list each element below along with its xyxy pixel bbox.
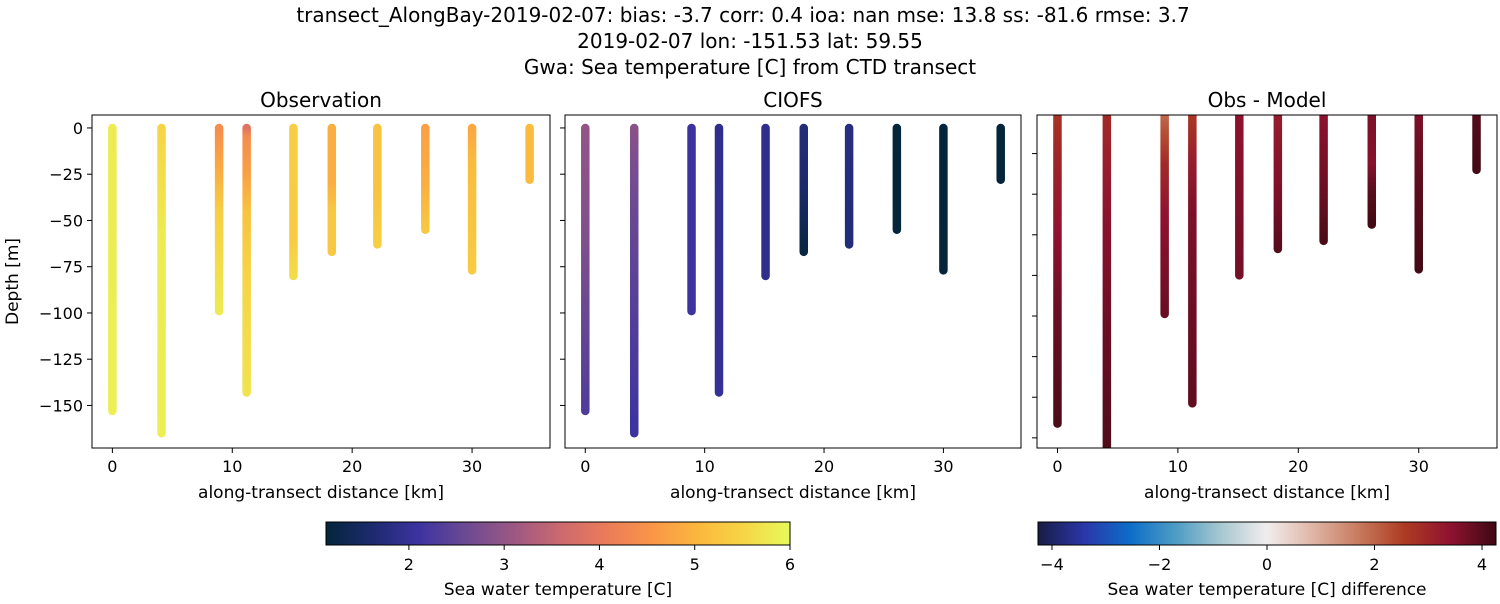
figure-title-line-2: 2019-02-07 lon: -151.53 lat: 59.55: [577, 29, 923, 53]
x-tick-label: 20: [1288, 457, 1308, 476]
colorbar-tick-label: 4: [1477, 555, 1487, 574]
colorbar-tick-label: 6: [785, 555, 795, 574]
colorbar-tick-label: 2: [1369, 555, 1379, 574]
panel-title: CIOFS: [763, 88, 822, 112]
colorbar-gradient: [326, 522, 790, 545]
figure-title-line-1: transect_AlongBay-2019-02-07: bias: -3.7…: [296, 3, 1189, 27]
colorbar-tick-label: 5: [690, 555, 700, 574]
y-tick-label: −50: [49, 211, 83, 230]
y-tick-label: −125: [39, 350, 83, 369]
colorbar-label: Sea water temperature [C]: [444, 580, 672, 600]
x-tick-label: 20: [814, 457, 834, 476]
colorbar-gradient: [1038, 522, 1496, 545]
x-tick-label: 30: [1409, 457, 1429, 476]
x-tick-label: 30: [462, 457, 482, 476]
x-tick-label: 10: [222, 457, 242, 476]
x-tick-label: 10: [1168, 457, 1188, 476]
colorbar-balance: −4 −2 0 2 4 Sea water temperature [C] differe…: [1038, 522, 1496, 600]
x-tick-label: 0: [580, 457, 590, 476]
casts: [112, 128, 529, 433]
panel-title: Observation: [260, 88, 382, 112]
colorbar-tick-label: 3: [499, 555, 509, 574]
panel-observation: 0 10 20 30 0 −25 −50 −75 −100 −125 −150 Observation…: [3, 88, 550, 503]
y-tick-label: −75: [49, 258, 83, 277]
panel-title: Obs - Model: [1208, 88, 1327, 112]
colorbar-tick-label: 2: [404, 555, 414, 574]
casts: [585, 128, 1000, 433]
y-tick-label: −150: [39, 396, 83, 415]
y-tick-label: −100: [39, 304, 83, 323]
x-tick-label: 10: [694, 457, 714, 476]
x-tick-label: 0: [1052, 457, 1062, 476]
x-axis-label: along-transect distance [km]: [198, 483, 444, 503]
panel-obs-model: 0 10 20 30 Obs - Model along-transect distanc…: [1032, 88, 1497, 503]
casts: [1057, 113, 1476, 468]
colorbar-tick-label: 4: [594, 555, 604, 574]
colorbar-label: Sea water temperature [C] difference: [1107, 580, 1426, 600]
y-tick-label: 0: [73, 119, 83, 138]
colorbar-tick-label: 0: [1262, 555, 1272, 574]
colorbar-tick-label: −4: [1040, 555, 1064, 574]
y-axis-label: Depth [m]: [3, 238, 23, 325]
panel-ciofs: 0 10 20 30 CIOFS along-transect distance [km]: [560, 88, 1021, 503]
x-tick-label: 30: [933, 457, 953, 476]
x-axis-label: along-transect distance [km]: [670, 483, 916, 503]
colorbar-thermal: 2 3 4 5 6 Sea water temperature [C]: [326, 522, 795, 600]
y-tick-label: −25: [49, 165, 83, 184]
x-tick-label: 20: [342, 457, 362, 476]
figure-title-line-3: Gwa: Sea temperature [C] from CTD transe…: [524, 55, 976, 79]
x-tick-label: 0: [107, 457, 117, 476]
colorbar-tick-label: −2: [1148, 555, 1172, 574]
x-axis-label: along-transect distance [km]: [1144, 483, 1390, 503]
